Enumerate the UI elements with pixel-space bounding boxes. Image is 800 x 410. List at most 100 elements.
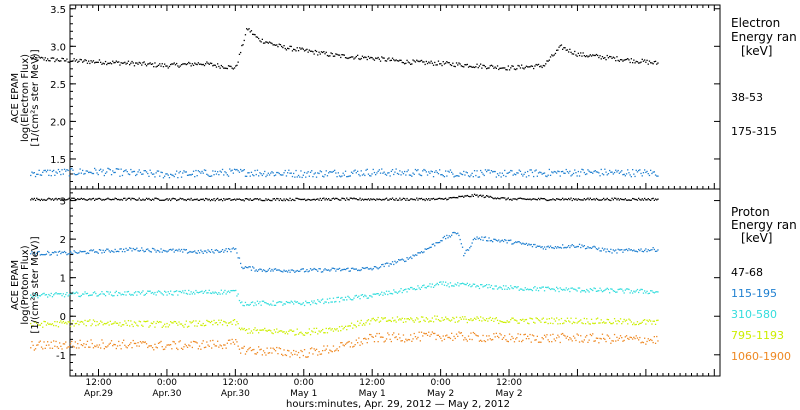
data-point: [332, 197, 335, 199]
data-point: [295, 50, 297, 52]
data-point: [295, 197, 297, 199]
data-point: [256, 270, 259, 272]
data-point: [279, 174, 282, 176]
data-point: [142, 173, 144, 175]
data-point: [340, 330, 342, 332]
data-point: [426, 285, 429, 288]
data-point: [511, 317, 513, 319]
data-point: [249, 346, 251, 349]
data-point: [483, 64, 485, 67]
data-point: [364, 174, 366, 177]
data-point: [609, 251, 611, 253]
data-point: [527, 322, 529, 324]
data-point: [259, 268, 261, 270]
data-point: [290, 45, 292, 48]
data-point: [347, 341, 349, 343]
data-point: [365, 295, 367, 297]
data-point: [127, 290, 130, 293]
data-point: [475, 238, 477, 240]
data-point: [613, 197, 616, 199]
data-point: [289, 302, 291, 304]
data-point: [429, 62, 431, 64]
data-point: [382, 318, 384, 320]
data-point: [148, 345, 150, 347]
data-point: [155, 66, 157, 68]
data-point: [308, 49, 310, 51]
data-point: [153, 349, 155, 351]
data-point: [619, 288, 622, 290]
data-point: [85, 59, 87, 62]
electron-y-label-1: ACE EPAM: [10, 73, 21, 123]
data-point: [203, 346, 206, 349]
data-point: [492, 197, 494, 199]
data-point: [61, 295, 63, 297]
data-point: [344, 343, 347, 345]
data-point: [74, 174, 76, 176]
data-point: [358, 269, 360, 271]
data-point: [488, 335, 490, 337]
data-point: [96, 321, 98, 323]
data-point: [546, 334, 548, 336]
data-point: [494, 336, 496, 338]
data-point: [295, 270, 297, 272]
data-point: [467, 335, 470, 337]
data-point: [633, 336, 635, 338]
data-point: [322, 271, 324, 273]
data-point: [487, 195, 489, 197]
data-point: [53, 340, 55, 342]
data-point: [42, 326, 44, 328]
data-point: [552, 198, 554, 200]
data-point: [580, 199, 582, 201]
data-point: [443, 338, 446, 340]
data-point: [647, 338, 649, 340]
data-point: [525, 318, 528, 321]
data-point: [629, 199, 631, 201]
data-point: [384, 340, 386, 342]
data-point: [145, 320, 148, 323]
data-point: [581, 168, 583, 170]
data-point: [334, 268, 336, 270]
data-point: [107, 197, 109, 199]
data-point: [289, 271, 291, 273]
data-point: [414, 254, 417, 256]
data-point: [100, 293, 102, 295]
data-point: [488, 284, 490, 286]
data-point: [98, 322, 101, 325]
data-point: [336, 176, 338, 178]
data-point: [305, 332, 307, 334]
data-point: [336, 197, 338, 200]
data-point: [576, 245, 578, 248]
data-point: [33, 172, 35, 174]
data-point: [366, 58, 368, 61]
data-point: [428, 247, 430, 249]
data-point: [156, 249, 158, 252]
data-point: [270, 303, 272, 305]
data-point: [377, 170, 379, 172]
data-point: [633, 173, 635, 175]
data-point: [653, 248, 655, 251]
data-point: [331, 267, 333, 269]
data-point: [294, 300, 296, 302]
data-point: [435, 318, 437, 320]
data-point: [389, 175, 391, 177]
data-point: [191, 173, 193, 175]
data-point: [176, 347, 178, 349]
data-point: [190, 174, 192, 176]
data-point: [365, 322, 367, 324]
data-point: [127, 173, 130, 175]
data-point: [639, 62, 641, 64]
data-point: [132, 62, 134, 64]
data-point: [646, 250, 648, 253]
data-point: [276, 302, 278, 304]
data-point: [437, 242, 440, 244]
data-point: [260, 304, 262, 306]
data-point: [147, 172, 149, 175]
data-point: [408, 319, 411, 321]
data-point: [429, 283, 431, 285]
data-point: [597, 248, 599, 251]
data-point: [184, 323, 186, 326]
data-point: [95, 61, 97, 63]
data-point: [402, 197, 405, 199]
data-point: [308, 199, 310, 201]
data-point: [542, 248, 544, 250]
